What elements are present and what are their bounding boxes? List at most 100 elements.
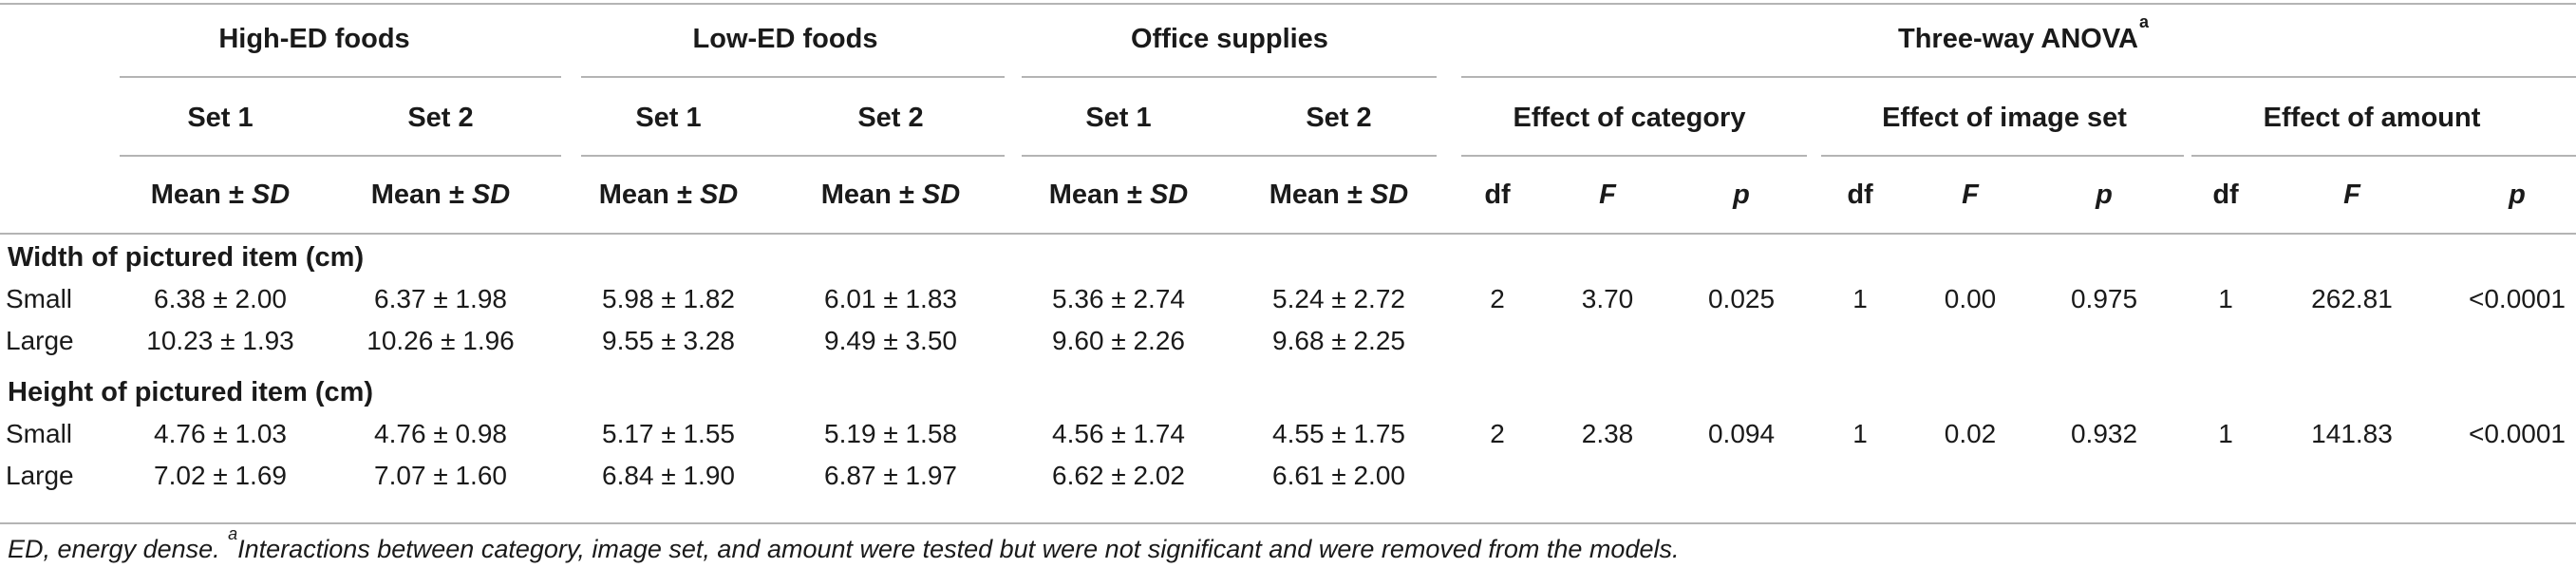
anova-F-cell: 0.02: [1944, 419, 1997, 448]
mean-label: Mean ±: [598, 180, 700, 210]
set1-high-ed: Set 1: [187, 103, 254, 133]
mean-sd-cell: 6.62 ± 2.02: [1052, 461, 1185, 490]
group-office: Office supplies: [1131, 24, 1328, 54]
anova-df-cell: 1: [1852, 284, 1868, 313]
p-header: p: [2096, 180, 2113, 210]
mean-sd-cell: 5.98 ± 1.82: [602, 284, 735, 313]
mean-sd-cell: 7.02 ± 1.69: [154, 461, 287, 490]
set2-high-ed: Set 2: [407, 103, 474, 133]
p-header: p: [1733, 180, 1750, 210]
mean-sd-header: Mean ± SD: [371, 179, 510, 211]
row-label: Large: [6, 461, 74, 490]
anova-F-cell: 3.70: [1581, 284, 1634, 313]
mean-sd-header: Mean ± SD: [1269, 179, 1408, 211]
mean-sd-cell: 6.37 ± 1.98: [374, 284, 507, 313]
anova-p-cell: <0.0001: [2469, 284, 2566, 313]
mean-label: Mean ±: [150, 180, 252, 210]
footnote: ED, energy dense. aInteractions between …: [8, 525, 1680, 565]
mean-sd-cell: 10.23 ± 1.93: [146, 326, 294, 355]
mean-sd-cell: 5.17 ± 1.55: [602, 419, 735, 448]
rule-effect-category: [1461, 155, 1807, 157]
F-header: F: [1599, 180, 1616, 210]
row-label: Small: [6, 419, 73, 448]
mean-label: Mean ±: [1269, 180, 1370, 210]
section-title: Width of pictured item (cm): [8, 242, 365, 273]
group-high-ed: High-ED foods: [218, 24, 410, 54]
table-bottom-rule: [0, 522, 2576, 524]
footnote-text: Interactions between category, image set…: [237, 535, 1680, 563]
sd-label: SD: [251, 180, 291, 210]
rule-set-low-ed: [581, 155, 1005, 157]
section-title: Height of pictured item (cm): [8, 377, 374, 407]
group-low-ed: Low-ED foods: [692, 24, 878, 54]
mean-sd-cell: 6.38 ± 2.00: [154, 284, 287, 313]
mean-sd-cell: 5.19 ± 1.58: [824, 419, 957, 448]
anova-df-cell: 2: [1490, 419, 1505, 448]
rule-effect-image-set: [1821, 155, 2184, 157]
mean-label: Mean ±: [820, 180, 922, 210]
mean-sd-cell: 9.49 ± 3.50: [824, 326, 957, 355]
rule-effect-amount: [2191, 155, 2576, 157]
group-anova-label: Three-way ANOVA: [1897, 24, 2138, 54]
rule-set-high-ed: [120, 155, 561, 157]
anova-p-cell: 0.025: [1707, 284, 1776, 313]
header-bottom-rule: [0, 233, 2576, 235]
anova-p-cell: 0.932: [2070, 419, 2138, 448]
group-anova: Three-way ANOVAa: [1897, 13, 2149, 55]
effect-amount: Effect of amount: [2263, 103, 2481, 133]
sd-label: SD: [1149, 180, 1189, 210]
df-header: df: [1847, 180, 1873, 210]
row-label: Small: [6, 284, 73, 313]
set1-low-ed: Set 1: [635, 103, 702, 133]
mean-sd-cell: 6.84 ± 1.90: [602, 461, 735, 490]
p-header: p: [2509, 180, 2526, 210]
set1-office: Set 1: [1085, 103, 1152, 133]
effect-category: Effect of category: [1513, 103, 1746, 133]
mean-sd-cell: 6.61 ± 2.00: [1272, 461, 1405, 490]
anova-F-cell: 0.00: [1944, 284, 1997, 313]
F-header: F: [1962, 180, 1979, 210]
mean-sd-cell: 10.26 ± 1.96: [367, 326, 515, 355]
set2-office: Set 2: [1306, 103, 1372, 133]
rule-low-ed: [581, 76, 1005, 78]
set2-low-ed: Set 2: [857, 103, 924, 133]
row-label: Large: [6, 326, 74, 355]
group-anova-sup: a: [2138, 12, 2150, 32]
sd-label: SD: [471, 180, 511, 210]
anova-df-cell: 1: [2218, 284, 2233, 313]
mean-sd-header: Mean ± SD: [1049, 179, 1188, 211]
top-rule: [0, 3, 2576, 5]
effect-image-set: Effect of image set: [1882, 103, 2127, 133]
anova-p-cell: <0.0001: [2469, 419, 2566, 448]
mean-sd-cell: 4.55 ± 1.75: [1272, 419, 1405, 448]
mean-sd-cell: 9.60 ± 2.26: [1052, 326, 1185, 355]
mean-sd-cell: 4.76 ± 0.98: [374, 419, 507, 448]
footnote-abbrev: ED, energy dense.: [8, 535, 228, 563]
mean-sd-cell: 7.07 ± 1.60: [374, 461, 507, 490]
df-header: df: [2212, 180, 2239, 210]
sd-label: SD: [921, 180, 961, 210]
mean-sd-cell: 4.76 ± 1.03: [154, 419, 287, 448]
rule-set-office: [1022, 155, 1437, 157]
rule-high-ed: [120, 76, 561, 78]
df-header: df: [1484, 180, 1511, 210]
mean-label: Mean ±: [1048, 180, 1150, 210]
mean-sd-cell: 6.87 ± 1.97: [824, 461, 957, 490]
mean-sd-header: Mean ± SD: [151, 179, 290, 211]
rule-office: [1022, 76, 1437, 78]
footnote-sup: a: [228, 524, 238, 543]
mean-sd-cell: 9.55 ± 3.28: [602, 326, 735, 355]
sd-label: SD: [1369, 180, 1409, 210]
anova-p-cell: 0.975: [2070, 284, 2138, 313]
F-header: F: [2343, 180, 2360, 210]
mean-sd-cell: 5.36 ± 2.74: [1052, 284, 1185, 313]
anova-F-cell: 262.81: [2311, 284, 2393, 313]
mean-sd-header: Mean ± SD: [821, 179, 960, 211]
anova-F-cell: 2.38: [1581, 419, 1634, 448]
anova-df-cell: 1: [1852, 419, 1868, 448]
anova-p-cell: 0.094: [1707, 419, 1776, 448]
rule-anova: [1461, 76, 2576, 78]
mean-sd-cell: 9.68 ± 2.25: [1272, 326, 1405, 355]
sd-label: SD: [699, 180, 739, 210]
mean-sd-cell: 6.01 ± 1.83: [824, 284, 957, 313]
